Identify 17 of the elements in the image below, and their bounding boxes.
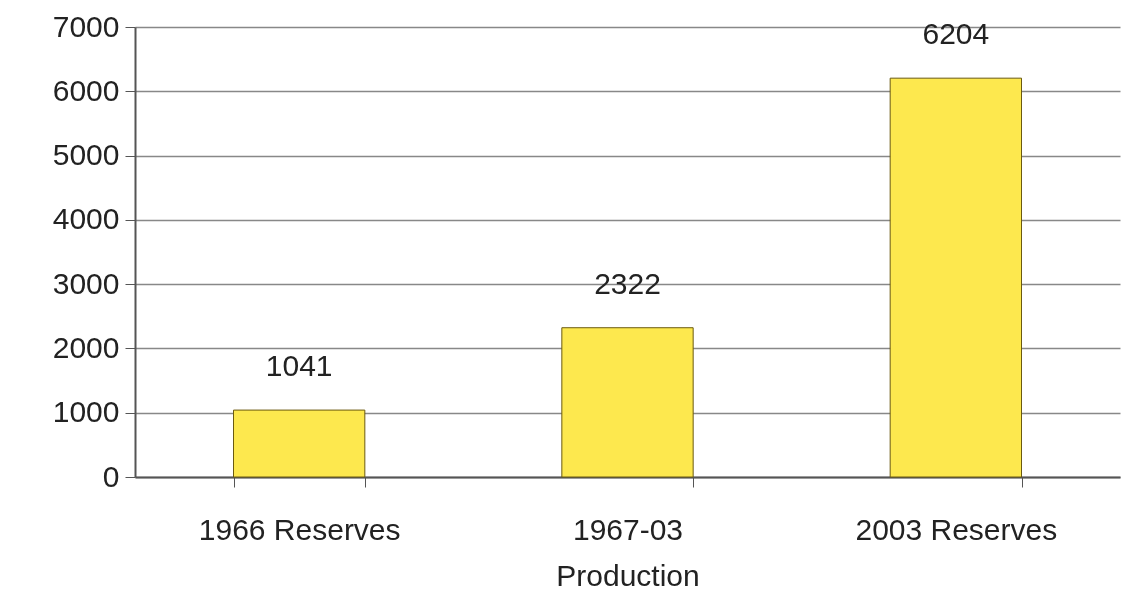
y-tick-label: 5000 <box>52 138 120 172</box>
y-tick-label: 6000 <box>52 73 120 107</box>
data-label: 2322 <box>594 266 661 300</box>
x-tick-label: 1966 Reserves <box>198 512 401 546</box>
bar <box>561 327 694 478</box>
data-label: 1041 <box>265 349 333 383</box>
x-tick-label: 2003 Reserves <box>855 512 1058 546</box>
x-tick-label: 1967-03 Production <box>556 512 700 592</box>
bar <box>889 77 1022 478</box>
y-tick-label: 7000 <box>52 9 120 43</box>
y-tick-label: 2000 <box>52 330 120 364</box>
data-label: 6204 <box>922 17 990 51</box>
y-tick-label: 4000 <box>52 202 120 236</box>
bar <box>233 409 366 478</box>
y-tick-label: 3000 <box>52 266 120 300</box>
y-tick-label: 1000 <box>52 395 120 429</box>
y-tick-label: 0 <box>102 459 120 493</box>
